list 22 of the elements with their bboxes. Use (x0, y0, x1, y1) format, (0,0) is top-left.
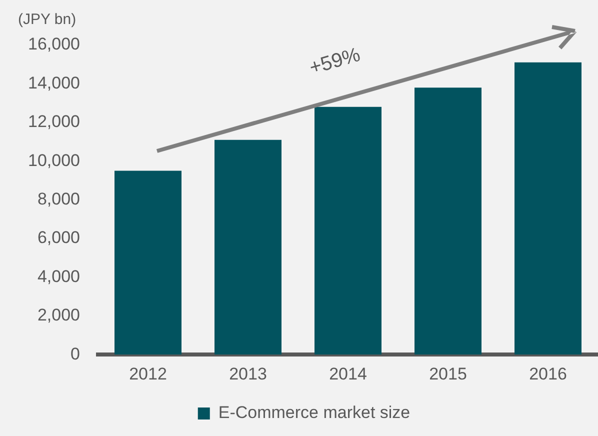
bar (214, 140, 282, 355)
y-axis-title: (JPY bn) (18, 11, 76, 28)
x-tick-label: 2014 (329, 364, 367, 384)
y-tick-label: 8,000 (37, 189, 80, 208)
bar (414, 88, 482, 355)
legend-label: E-Commerce market size (218, 403, 410, 422)
y-tick-label: 14,000 (28, 73, 80, 92)
x-tick-label: 2013 (229, 364, 267, 384)
x-tick-label: 2016 (529, 364, 567, 384)
y-tick-label: 10,000 (28, 150, 80, 170)
bar (114, 170, 182, 355)
bar (514, 62, 582, 355)
y-tick-label: 12,000 (28, 112, 80, 132)
y-tick-label: 0 (70, 344, 80, 364)
x-tick-label: 2012 (129, 364, 167, 384)
y-tick-label: 6,000 (37, 228, 80, 248)
x-tick-label: 2015 (429, 364, 467, 384)
y-tick-label: 2,000 (37, 306, 80, 325)
annotation: +59% (307, 44, 363, 80)
y-tick-label: 16,000 (28, 34, 80, 54)
y-tick-label: 4,000 (37, 266, 80, 286)
bar (314, 106, 382, 355)
